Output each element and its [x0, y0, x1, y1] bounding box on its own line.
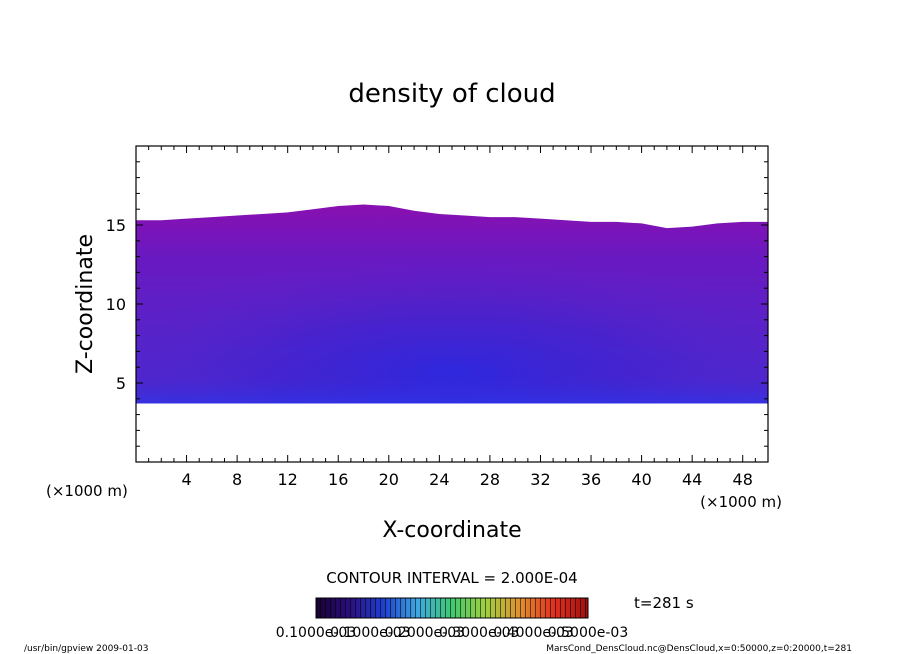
colorbar-label: 0.4000e-03: [493, 625, 573, 641]
colorbar: 0.1000e-030.1000e-030.2000e-030.3000e-03…: [276, 597, 628, 641]
y-axis-unit: (×1000 m): [46, 482, 128, 500]
x-tick-label: 4: [181, 470, 191, 489]
cloud-base-fill: [136, 378, 768, 404]
y-axis-label: Z-coordinate: [73, 234, 98, 374]
x-tick-label: 40: [631, 470, 651, 489]
x-axis-unit: (×1000 m): [700, 493, 782, 511]
colorbar-label: 0.2000e-03: [385, 625, 465, 641]
colorbar-label: 0.1000e-03: [330, 625, 410, 641]
x-tick-label: 24: [429, 470, 449, 489]
x-tick-label: 48: [733, 470, 753, 489]
x-axis-ticks: 4 8 12 16 20 24 28 32 36 40 44 48: [148, 146, 756, 489]
cloud-core-fill: [136, 204, 768, 404]
footer-right: MarsCond_DensCloud.nc@DensCloud,x=0:5000…: [546, 644, 852, 654]
colorbar-frame: [315, 597, 589, 619]
colorbar-labels: 0.1000e-030.1000e-030.2000e-030.3000e-03…: [276, 625, 628, 641]
x-tick-label: 8: [232, 470, 242, 489]
x-tick-label: 16: [328, 470, 348, 489]
x-tick-label: 32: [530, 470, 550, 489]
footer-left: /usr/bin/gpview 2009-01-03: [24, 644, 148, 654]
y-tick-label: 15: [106, 216, 126, 235]
contour-interval: CONTOUR INTERVAL = 2.000E-04: [326, 569, 577, 587]
time-label: t=281 s: [634, 594, 694, 612]
y-tick-label: 10: [106, 295, 126, 314]
y-axis-ticks: 5 10 15: [106, 161, 768, 447]
x-tick-label: 44: [682, 470, 702, 489]
x-tick-label: 28: [480, 470, 500, 489]
chart-title: density of cloud: [348, 79, 555, 109]
y-tick-label: 5: [116, 374, 126, 393]
x-tick-label: 36: [581, 470, 601, 489]
colorbar-stripes: [316, 598, 588, 618]
colorbar-label: 0.5000e-03: [548, 625, 628, 641]
x-tick-label: 20: [379, 470, 399, 489]
colorbar-label: 0.1000e-03: [276, 625, 356, 641]
x-axis-label: X-coordinate: [382, 518, 521, 543]
x-tick-label: 12: [278, 470, 298, 489]
cloud-field: [136, 204, 768, 404]
colorbar-label: 0.3000e-03: [439, 625, 519, 641]
